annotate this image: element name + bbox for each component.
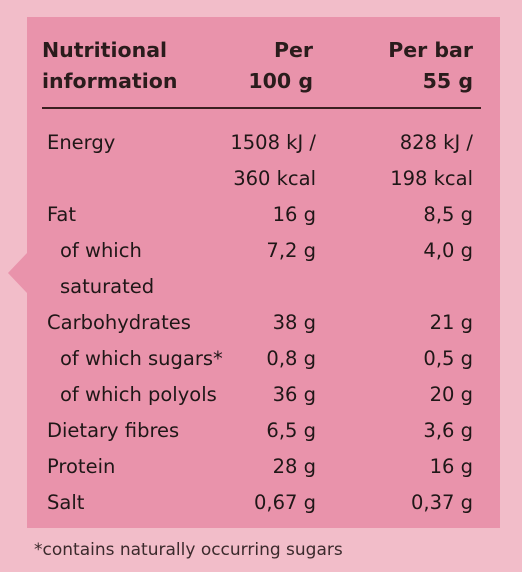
value-per-bar: 4,0 g	[423, 239, 473, 262]
table-row-line: Protein 28 g 16 g	[27, 449, 500, 485]
nutrient-name: of which polyols	[60, 383, 217, 406]
table-row: Fat 16 g 8,5 g	[27, 197, 500, 233]
nutrient-name: Dietary fibres	[47, 419, 180, 442]
header-per100-line-2: 100 g	[248, 69, 313, 93]
nutrient-name: of which	[60, 239, 142, 262]
nutrient-name: Energy	[47, 131, 116, 154]
value-per-100g: 16 g	[272, 203, 316, 226]
nutrient-name: saturated	[60, 275, 155, 298]
value-per-100g: 28 g	[272, 455, 316, 478]
table-row-line: of which sugars* 0,8 g 0,5 g	[27, 341, 500, 377]
value-per-bar: 828 kJ /	[399, 131, 473, 154]
table-row: Dietary fibres 6,5 g 3,6 g	[27, 413, 500, 449]
table-row-line: Fat 16 g 8,5 g	[27, 197, 500, 233]
header-perbar-line-1: Per bar	[388, 38, 473, 62]
header-perbar-line-2: 55 g	[422, 69, 473, 93]
nutrient-name: of which sugars*	[60, 347, 223, 370]
table-row-line: of which 7,2 g 4,0 g	[27, 233, 500, 269]
value-per-bar: 20 g	[429, 383, 473, 406]
header-per-bar: Per bar 55 g	[388, 35, 473, 97]
value-per-100g: 6,5 g	[266, 419, 316, 442]
value-per-100g: 1508 kJ /	[230, 131, 316, 154]
nutrient-name: Salt	[47, 491, 85, 514]
table-row-line: Dietary fibres 6,5 g 3,6 g	[27, 413, 500, 449]
value-per-bar: 0,5 g	[423, 347, 473, 370]
value-per-100g: 36 g	[272, 383, 316, 406]
value-per-100g: 38 g	[272, 311, 316, 334]
nutrient-name: Fat	[47, 203, 77, 226]
header-nutritional-information: Nutritional information	[42, 35, 177, 97]
value-per-100g: 0,67 g	[254, 491, 316, 514]
table-row-line: Salt 0,67 g 0,37 g	[27, 485, 500, 521]
header-divider	[42, 107, 481, 109]
nutrient-rows: Energy 1508 kJ / 828 kJ / 360 kcal 198 kcal F…	[27, 125, 500, 521]
header-name-line-2: information	[42, 69, 178, 93]
value-per-bar: 8,5 g	[423, 203, 473, 226]
panel-pointer-arrow	[8, 253, 27, 293]
value-per-100g: 360 kcal	[233, 167, 316, 190]
nutrient-name: Protein	[47, 455, 116, 478]
table-row: Protein 28 g 16 g	[27, 449, 500, 485]
nutrition-table: Nutritional information Per 100 g Per ba…	[27, 17, 500, 528]
value-per-bar: 0,37 g	[411, 491, 473, 514]
table-row-line: of which polyols 36 g 20 g	[27, 377, 500, 413]
table-row: of which 7,2 g 4,0 g saturated	[27, 233, 500, 305]
header-name-line-1: Nutritional	[42, 38, 168, 62]
table-row: of which sugars* 0,8 g 0,5 g	[27, 341, 500, 377]
header-per100-line-1: Per	[273, 38, 313, 62]
table-row-line: Carbohydrates 38 g 21 g	[27, 305, 500, 341]
value-per-bar: 3,6 g	[423, 419, 473, 442]
table-row: Salt 0,67 g 0,37 g	[27, 485, 500, 521]
value-per-bar: 16 g	[429, 455, 473, 478]
value-per-bar: 21 g	[429, 311, 473, 334]
header-per-100g: Per 100 g	[248, 35, 313, 97]
table-row-line: saturated	[27, 269, 500, 305]
table-row-line: Energy 1508 kJ / 828 kJ /	[27, 125, 500, 161]
value-per-100g: 7,2 g	[266, 239, 316, 262]
value-per-bar: 198 kcal	[390, 167, 473, 190]
table-row: of which polyols 36 g 20 g	[27, 377, 500, 413]
footnote: *contains naturally occurring sugars	[34, 540, 343, 560]
value-per-100g: 0,8 g	[266, 347, 316, 370]
table-row: Energy 1508 kJ / 828 kJ / 360 kcal 198 kcal	[27, 125, 500, 197]
table-row: Carbohydrates 38 g 21 g	[27, 305, 500, 341]
nutrient-name: Carbohydrates	[47, 311, 191, 334]
table-row-line: 360 kcal 198 kcal	[27, 161, 500, 197]
